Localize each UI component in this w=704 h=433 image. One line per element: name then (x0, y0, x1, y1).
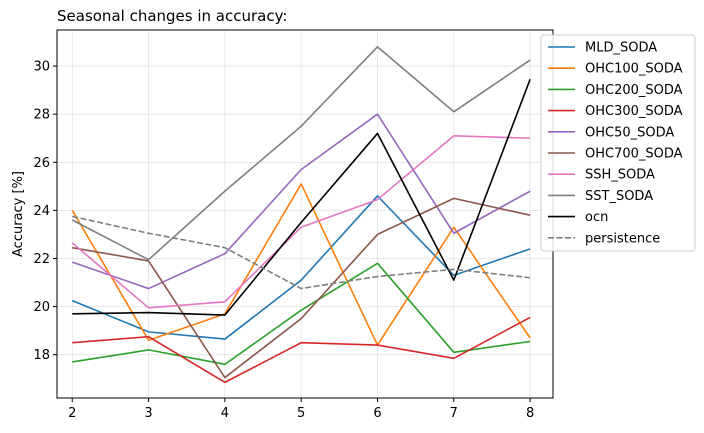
series-line-mld-soda (71, 195, 531, 340)
x-tick-label: 5 (297, 406, 305, 421)
legend-items: MLD_SODA OHC100_SODA OHC200_SODA OHC300_SOD… (548, 41, 683, 246)
series-line-ohc700-soda (72, 197, 531, 379)
x-axis-ticks: 2 3 4 5 6 7 8 (68, 398, 534, 421)
legend-label: ocn (585, 210, 608, 225)
y-tick-label: 18 (33, 348, 50, 363)
legend-label: OHC700_SODA (585, 147, 683, 162)
grid-lines (57, 30, 553, 398)
legend-label: MLD_SODA (585, 41, 657, 56)
x-tick-label: 7 (450, 406, 458, 421)
series-lines (71, 46, 531, 384)
series-line-ohc200-soda (72, 262, 531, 366)
x-tick-label: 8 (526, 406, 534, 421)
x-tick-label: 2 (68, 406, 76, 421)
series-line-ohc50-soda (71, 113, 531, 290)
series-line-persistence (72, 215, 531, 290)
y-axis-ticks: 18 20 22 24 26 28 30 (33, 60, 57, 363)
chart-title: Seasonal changes in accuracy: (57, 7, 287, 25)
series-line-ocn (72, 79, 531, 316)
series-line-sst-soda (71, 46, 531, 261)
legend-label: persistence (585, 231, 660, 246)
y-tick-label: 30 (33, 60, 50, 75)
legend-label: OHC50_SODA (585, 125, 674, 140)
x-tick-label: 3 (144, 406, 152, 421)
series-line-ssh-soda (71, 135, 531, 309)
y-tick-label: 22 (33, 252, 50, 267)
legend: MLD_SODA OHC100_SODA OHC200_SODA OHC300_SOD… (540, 34, 696, 252)
y-tick-label: 20 (33, 300, 50, 315)
legend-frame (540, 34, 696, 252)
y-axis-label: Accuracy [%] (11, 171, 26, 257)
legend-label: OHC200_SODA (585, 83, 683, 98)
legend-label: SSH_SODA (585, 168, 655, 183)
y-tick-label: 24 (33, 204, 50, 219)
x-tick-label: 4 (221, 406, 229, 421)
y-tick-label: 26 (33, 156, 50, 171)
legend-label: OHC300_SODA (585, 104, 683, 119)
legend-label: OHC100_SODA (585, 62, 683, 77)
y-tick-label: 28 (33, 108, 50, 123)
series-line-ohc100-soda (71, 183, 531, 346)
x-tick-label: 6 (373, 406, 381, 421)
series-line-ohc300-soda (72, 316, 531, 384)
legend-label: SST_SODA (585, 189, 653, 204)
